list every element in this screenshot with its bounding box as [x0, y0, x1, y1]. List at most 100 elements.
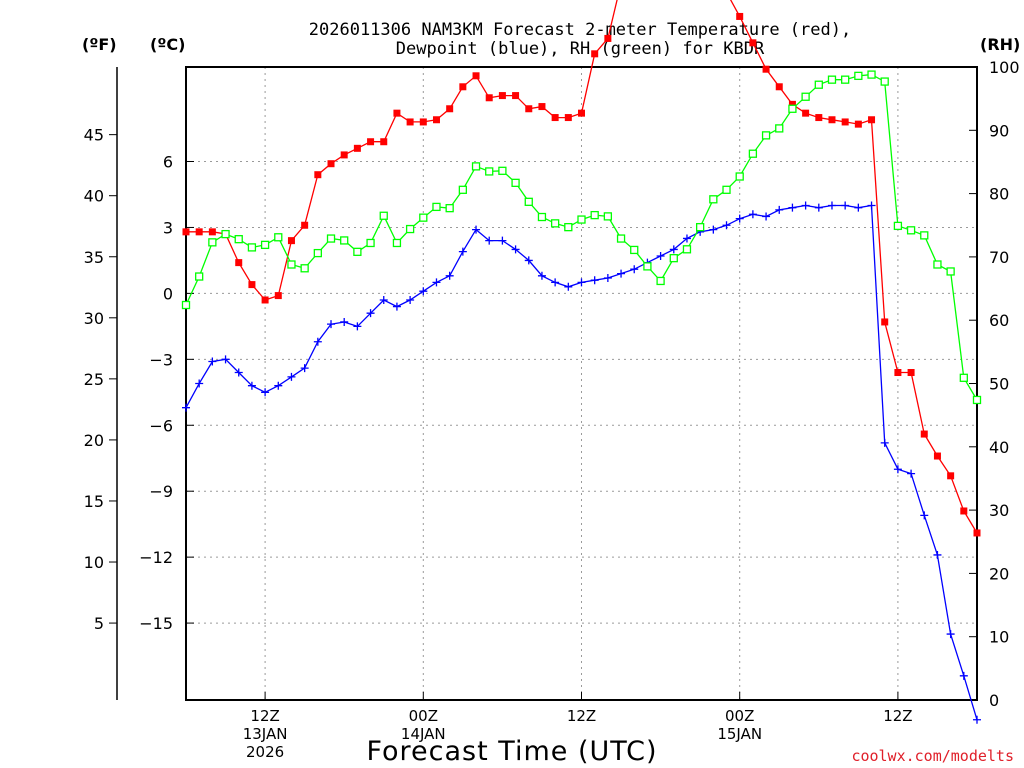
x-tick-label: 12Z — [883, 707, 912, 725]
chart-title-line1: 2026011306 NAM3KM Forecast 2-meter Tempe… — [309, 20, 851, 40]
dewpoint-point — [973, 715, 981, 724]
dewpoint-point — [590, 276, 599, 285]
rh-point — [920, 231, 929, 240]
dewpoint-point — [617, 269, 626, 278]
temperature-point — [894, 369, 902, 377]
dewpoint-point — [880, 438, 889, 447]
dewpoint-point — [458, 247, 467, 256]
dewpoint-point — [867, 201, 876, 210]
dewpoint-point — [682, 234, 691, 243]
temperature-point — [195, 228, 203, 236]
dewpoint-point — [340, 317, 349, 326]
dewpoint-point — [287, 372, 296, 381]
temperature-point — [327, 160, 335, 168]
temperature-point — [538, 103, 546, 111]
temperature-point — [235, 259, 243, 267]
source-credit: coolwx.com/modelts — [851, 747, 1014, 765]
dewpoint-point — [274, 381, 283, 390]
rh-point — [445, 204, 454, 213]
dewpoint-point — [195, 379, 204, 388]
rh-point — [432, 202, 441, 212]
rh-tick-label: 70 — [989, 248, 1009, 267]
rh-tick-label: 80 — [989, 185, 1009, 204]
rh-point — [722, 185, 731, 194]
temperature-point — [261, 296, 269, 304]
dewpoint-point — [182, 403, 190, 412]
rh-point — [616, 234, 626, 243]
rh-point — [682, 245, 692, 254]
fahrenheit-tick-label: 15 — [84, 492, 104, 511]
dewpoint-point — [722, 221, 731, 230]
rh-point — [485, 167, 494, 176]
rh-point — [274, 233, 283, 242]
rh-point — [195, 272, 204, 281]
temperature-point — [788, 100, 796, 108]
rh-point — [801, 92, 810, 101]
temperature-point — [551, 114, 559, 122]
rh-point — [643, 262, 652, 271]
fahrenheit-tick-label: 10 — [84, 553, 104, 572]
dewpoint-point — [419, 287, 428, 296]
dewpoint-series — [182, 201, 981, 724]
temperature-point — [380, 138, 388, 146]
temperature-point — [578, 109, 585, 117]
celsius-tick-label: −9 — [149, 482, 173, 501]
temperature-point — [907, 369, 915, 377]
fahrenheit-tick-label: 20 — [84, 431, 104, 450]
celsius-unit-label: (ºC) — [150, 35, 185, 54]
temperature-point — [525, 105, 533, 113]
temperature-point — [367, 138, 375, 146]
rh-point — [287, 260, 296, 269]
temperature-point — [868, 116, 876, 124]
rh-point — [537, 212, 547, 222]
temperature-point — [512, 92, 520, 100]
rh-point — [893, 221, 903, 231]
temperature-series — [182, 0, 981, 537]
celsius-tick-label: 0 — [163, 284, 173, 303]
fahrenheit-tick-label: 5 — [94, 614, 104, 633]
x-tick-label: 14JAN — [401, 725, 446, 743]
celsius-tick-label: −12 — [139, 548, 173, 567]
dewpoint-point — [827, 201, 836, 210]
temperature-point — [406, 118, 414, 126]
dewpoint-point — [234, 368, 243, 377]
dewpoint-point — [313, 337, 322, 346]
dewpoint-point — [893, 465, 902, 474]
rh-point — [959, 373, 968, 382]
rh-tick-label: 30 — [989, 501, 1009, 520]
chart-title-line2: Dewpoint (blue), RH (green) for KBDR — [396, 39, 765, 59]
dewpoint-point — [841, 201, 850, 210]
fahrenheit-tick-label: 40 — [84, 187, 104, 206]
rh-point — [880, 77, 889, 86]
rh-point — [392, 238, 402, 248]
rh-point — [326, 234, 336, 243]
rh-point — [458, 185, 468, 194]
dewpoint-point — [524, 256, 533, 265]
rh-point — [590, 210, 599, 220]
dewpoint-point — [748, 210, 757, 219]
rh-point — [234, 235, 243, 244]
temperature-point — [960, 507, 968, 515]
fahrenheit-tick-label: 25 — [84, 370, 104, 389]
dewpoint-point — [406, 295, 415, 304]
temperature-point — [498, 92, 506, 100]
rh-point — [735, 172, 744, 181]
rh-point — [841, 75, 850, 84]
rh-point — [933, 260, 942, 269]
dewpoint-point — [472, 225, 481, 234]
rh-point — [564, 222, 573, 232]
dewpoint-point — [907, 469, 916, 478]
rh-point — [524, 197, 533, 206]
rh-tick-label: 20 — [989, 564, 1009, 583]
rh-tick-label: 100 — [989, 58, 1020, 77]
rh-point — [221, 229, 230, 239]
celsius-tick-label: −6 — [149, 416, 173, 435]
rh-tick-label: 90 — [989, 121, 1009, 140]
rh-point — [972, 395, 982, 405]
celsius-tick-label: 3 — [163, 218, 173, 237]
temperature-point — [947, 472, 955, 480]
temperature-point — [274, 292, 282, 300]
rh-point — [827, 75, 837, 84]
dewpoint-point — [445, 271, 454, 280]
